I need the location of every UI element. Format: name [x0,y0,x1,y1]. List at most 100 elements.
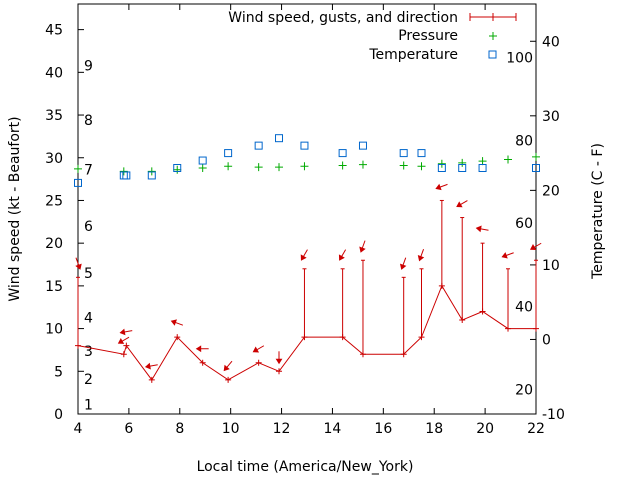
wind-speed-point [479,308,486,315]
x-tick-label: 4 [74,421,83,437]
beaufort-label: 2 [84,372,93,388]
wind-direction-arrow [417,248,425,262]
pressure-point [417,162,426,171]
pressure-point [275,163,284,172]
wind-direction-arrow [300,249,308,261]
y2-tick-label: -10 [542,407,565,423]
wind-speed-point [174,334,181,341]
wind-direction-arrow [252,345,265,353]
pressure-point [74,164,82,173]
x-tick-label: 10 [222,421,240,437]
beaufort-label: 5 [84,266,93,282]
wind-speed-point [225,376,232,383]
wind-speed-point [255,359,262,366]
fahrenheit-label: 40 [515,300,533,316]
wind-speed-point [418,334,425,341]
wind-speed-point [123,342,130,349]
temperature-point [300,141,309,150]
y-tick-label: 25 [45,193,63,209]
pressure-point [119,167,128,176]
temperature-point [74,178,82,187]
y-tick-label: 35 [45,108,63,124]
beaufort-label: 9 [84,59,93,75]
y2-axis-title: Temperature (C - F) [590,143,606,280]
wind-speed-point [120,351,127,358]
y2-tick-label: 0 [542,332,551,348]
pressure-point [173,165,182,174]
x-tick-label: 18 [425,421,443,437]
pressure-point [358,160,367,169]
wind-speed-point [301,334,308,341]
data-marks [74,134,542,383]
beaufort-label: 7 [84,163,93,179]
pressure-point [300,162,309,171]
x-tick-label: 12 [273,421,291,437]
temperature-point [417,149,426,158]
temperature-point [437,164,446,172]
beaufort-label: 6 [84,219,93,235]
x-tick-label: 14 [324,421,342,437]
wind-direction-arrow [475,225,489,233]
pressure-point [478,157,487,166]
wind-direction-arrow [275,351,283,365]
beaufort-label: 1 [84,398,93,414]
beaufort-label: 4 [84,310,93,326]
wind-direction-arrow [338,249,347,261]
wind-direction-arrow [195,345,209,353]
axis-ticks: 4 6 8 10 12 14 16 18 20 22051015202530354045-1001… [45,4,565,437]
pressure-point [399,161,408,170]
pressure-point [532,152,540,161]
y2-tick-label: 40 [542,34,560,50]
y-tick-label: 40 [45,65,63,81]
temperature-point [458,164,467,172]
y-tick-label: 20 [45,236,63,252]
legend-temperature-label: Temperature [368,47,458,63]
wind-direction-arrow [501,252,514,259]
legend-wind-label: Wind speed, gusts, and direction [228,10,458,26]
fahrenheit-label: 80 [515,133,533,149]
fahrenheit-label: 100 [506,51,533,67]
wind-direction-arrow [399,257,407,270]
pressure-point [147,167,156,176]
wind-speed-point [459,317,466,324]
wind-direction-arrow [170,319,184,326]
x-tick-label: 20 [476,421,494,437]
wind-speed-point [359,351,366,358]
pressure-point [437,159,446,168]
y-tick-label: 30 [45,151,63,167]
wind-speed-point [75,342,81,349]
temperature-point [275,134,284,143]
pressure-point [338,161,347,170]
x-tick-label: 8 [175,421,184,437]
wind-direction-arrow [456,200,468,208]
temperature-point [358,141,367,150]
y-tick-label: 5 [54,364,63,380]
pressure-point [198,164,207,172]
y-tick-label: 10 [45,322,63,338]
x-tick-label: 22 [527,421,545,437]
fahrenheit-label: 20 [515,382,533,398]
temperature-point [224,149,233,158]
wind-speed-point [438,282,445,289]
wind-speed-point [199,359,206,366]
wind-direction-arrow [529,242,542,250]
temperature-point [198,156,207,165]
temperature-point [173,164,182,172]
pressure-point [504,155,513,164]
x-tick-label: 6 [124,421,133,437]
wind-direction-arrow [119,328,133,336]
wind-speed-point [339,334,346,341]
pressure-point [224,162,233,171]
wind-speed-point [148,376,155,383]
pressure-point [458,158,467,167]
legend-temperature-marker [488,50,497,59]
temperature-point [147,171,156,180]
wind-direction-arrow [75,257,82,270]
pressure-point [254,163,263,172]
wind-direction-arrow [144,362,158,370]
temperature-point [399,149,408,158]
wind-direction-arrow [117,336,130,344]
plot-frame [77,3,537,415]
wind-speed-point [533,325,539,332]
